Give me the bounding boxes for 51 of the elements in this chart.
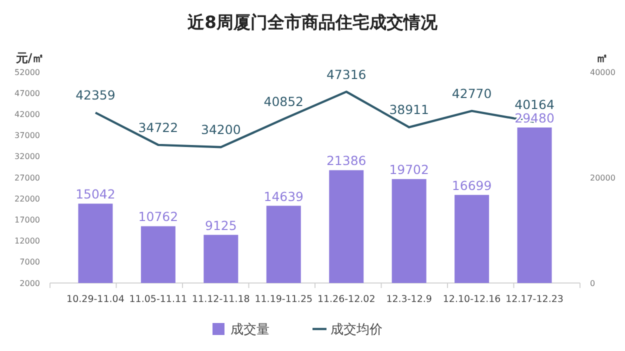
bar <box>204 234 238 283</box>
y-tick-label: 2000 <box>20 278 40 288</box>
data-label: 19702 <box>389 162 429 178</box>
y2-tick-label: 20000 <box>590 173 616 182</box>
legend-label: 成交均价 <box>330 322 382 338</box>
x-tick-label: 11.12-11.18 <box>192 294 250 305</box>
chart-title: 近8周厦门全市商品住宅成交情况 <box>186 13 438 33</box>
data-label: 14639 <box>264 188 304 204</box>
data-label: 34722 <box>138 120 178 135</box>
y-tick-label: 7000 <box>20 258 40 267</box>
x-tick-label: 12.10-12.16 <box>442 294 501 305</box>
data-label: 40164 <box>514 96 554 112</box>
y-axis-title: 元/㎡ <box>14 51 44 65</box>
y-tick-label: 27000 <box>14 173 40 182</box>
y-tick-label: 47000 <box>14 88 40 98</box>
bar <box>517 127 552 283</box>
legend-label: 成交量 <box>230 322 270 338</box>
x-tick-label: 11.19-11.25 <box>254 294 313 305</box>
y-tick-label: 42000 <box>14 110 40 119</box>
y2-tick-label: 0 <box>590 278 596 288</box>
data-label: 9125 <box>205 218 237 233</box>
data-label: 34200 <box>201 122 241 138</box>
bar <box>329 170 364 283</box>
data-label: 42359 <box>76 88 116 103</box>
y-tick-label: 12000 <box>14 236 40 246</box>
y2-axis-title: ㎡ <box>596 51 608 65</box>
bar <box>454 194 490 283</box>
data-label: 21386 <box>326 153 366 168</box>
bar <box>266 206 301 283</box>
y-tick-label: 22000 <box>14 194 40 204</box>
x-tick-label: 12.3-12.9 <box>386 294 432 305</box>
data-label: 42770 <box>452 86 492 101</box>
x-tick-label: 10.29-11.04 <box>66 294 124 305</box>
data-label: 15042 <box>76 186 116 202</box>
bar <box>78 204 113 283</box>
y-tick-label: 52000 <box>14 68 40 77</box>
y-tick-label: 17000 <box>14 216 40 224</box>
data-label: 10762 <box>138 209 178 224</box>
data-label: 16699 <box>452 178 492 193</box>
x-tick-label: 11.05-11.11 <box>129 294 188 305</box>
data-label: 29480 <box>514 110 554 126</box>
y-tick-label: 37000 <box>14 131 40 140</box>
bar <box>140 226 176 283</box>
y2-tick-label: 40000 <box>590 68 616 77</box>
data-label: 38911 <box>389 102 429 118</box>
data-label: 47316 <box>326 66 366 82</box>
data-label: 40852 <box>264 94 304 110</box>
x-tick-label: 11.26-12.02 <box>317 294 376 305</box>
bar <box>392 179 426 283</box>
y-tick-label: 32000 <box>14 152 40 162</box>
x-tick-label: 12.17-12.23 <box>506 294 564 305</box>
